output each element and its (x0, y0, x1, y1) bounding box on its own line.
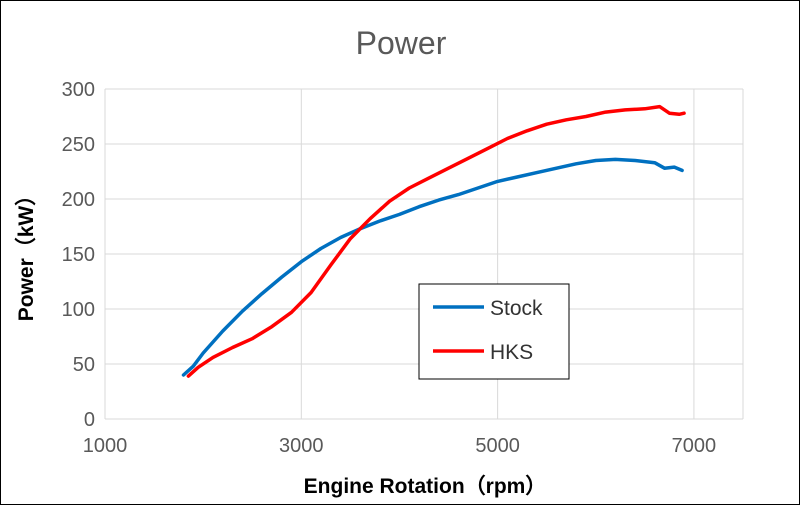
y-tick-label-300: 300 (62, 79, 95, 101)
y-axis-title: Power（kW） (14, 185, 38, 322)
y-tick-label-100: 100 (62, 299, 95, 321)
legend-label-stock: Stock (490, 297, 543, 320)
x-tick-label-7000: 7000 (672, 435, 717, 457)
series-line-stock (181, 157, 684, 377)
y-tick-label-150: 150 (62, 244, 95, 266)
x-axis-title: Engine Rotation（rpm） (304, 474, 547, 498)
legend-label-hks: HKS (490, 341, 533, 364)
y-tick-labels: 0 50 100 150 200 250 300 (62, 79, 95, 431)
x-tick-labels: 1000 3000 5000 7000 (83, 435, 716, 457)
series-lines (181, 104, 686, 378)
legend: Stock HKS (418, 283, 570, 380)
y-tick-label-50: 50 (73, 354, 95, 376)
legend-box (418, 283, 570, 380)
chart-title: Power (356, 25, 447, 61)
y-tick-label-200: 200 (62, 189, 95, 211)
x-tick-label-1000: 1000 (83, 435, 128, 457)
y-tick-label-250: 250 (62, 134, 95, 156)
x-tick-label-5000: 5000 (475, 435, 520, 457)
x-tick-label-3000: 3000 (279, 435, 324, 457)
y-tick-label-0: 0 (84, 409, 95, 431)
grid (104, 88, 744, 420)
series-line-hks (186, 104, 686, 378)
